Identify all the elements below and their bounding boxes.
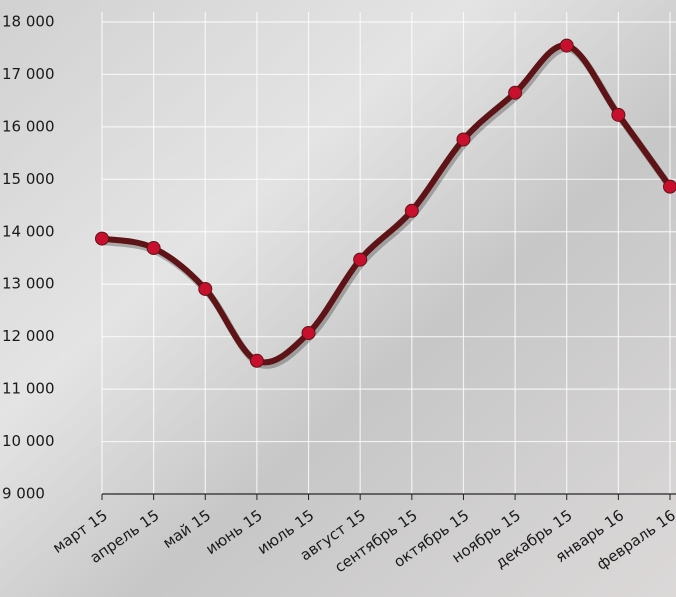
y-tick-label: 16 000: [2, 117, 55, 135]
point: [198, 281, 213, 296]
y-tick-label: 18 000: [2, 13, 55, 31]
point: [301, 325, 316, 340]
point: [559, 38, 574, 53]
y-tick-label: 17 000: [2, 65, 55, 83]
point: [146, 241, 161, 256]
y-tick-label: 9 000: [2, 485, 45, 503]
y-tick-label: 12 000: [2, 327, 55, 345]
point: [95, 231, 109, 246]
point: [404, 203, 419, 218]
y-tick-label: 11 000: [2, 380, 55, 398]
y-tick-label: 13 000: [2, 275, 55, 293]
y-tick-label: 15 000: [2, 170, 55, 188]
point: [663, 179, 676, 194]
y-tick-label: 14 000: [2, 222, 55, 240]
point: [249, 353, 264, 368]
point: [611, 107, 626, 122]
y-tick-label: 10 000: [2, 432, 55, 450]
point: [353, 252, 368, 267]
point: [456, 132, 471, 147]
point: [508, 85, 523, 100]
